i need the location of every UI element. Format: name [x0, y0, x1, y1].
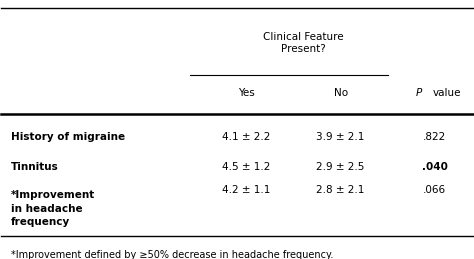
Text: .040: .040 [422, 162, 448, 172]
Text: .066: .066 [423, 185, 447, 195]
Text: .822: .822 [423, 132, 447, 142]
Text: Yes: Yes [238, 89, 255, 98]
Text: 4.2 ± 1.1: 4.2 ± 1.1 [222, 185, 271, 195]
Text: *Improvement
in headache
frequency: *Improvement in headache frequency [11, 190, 95, 227]
Text: 4.1 ± 2.2: 4.1 ± 2.2 [222, 132, 271, 142]
Text: 2.8 ± 2.1: 2.8 ± 2.1 [317, 185, 365, 195]
Text: 2.9 ± 2.5: 2.9 ± 2.5 [317, 162, 365, 172]
Text: 3.9 ± 2.1: 3.9 ± 2.1 [317, 132, 365, 142]
Text: 4.5 ± 1.2: 4.5 ± 1.2 [222, 162, 271, 172]
Text: Tinnitus: Tinnitus [11, 162, 59, 172]
Text: P: P [416, 89, 422, 98]
Text: value: value [433, 89, 461, 98]
Text: *Improvement defined by ≥50% decrease in headache frequency.: *Improvement defined by ≥50% decrease in… [11, 250, 333, 259]
Text: Clinical Feature
Present?: Clinical Feature Present? [263, 32, 343, 54]
Text: History of migraine: History of migraine [11, 132, 125, 142]
Text: No: No [334, 89, 348, 98]
